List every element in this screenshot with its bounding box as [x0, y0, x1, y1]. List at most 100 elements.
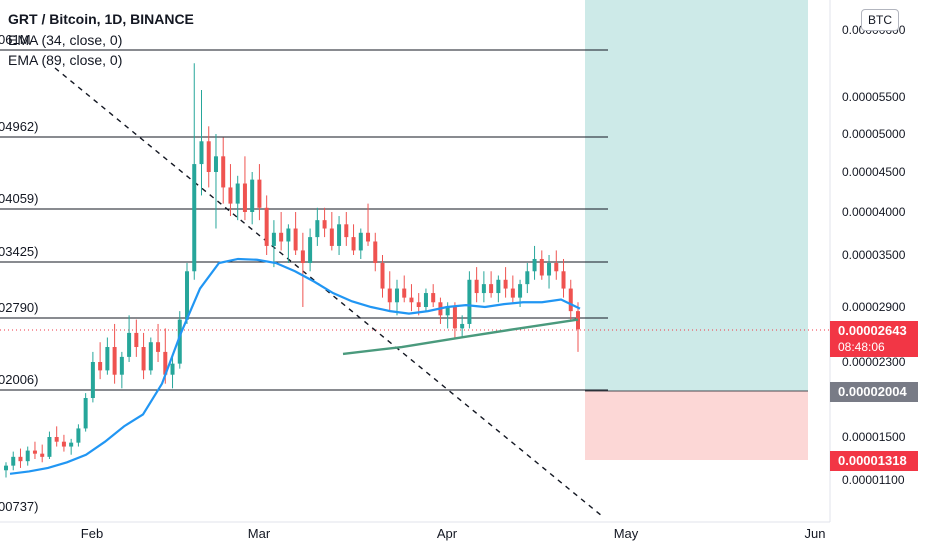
- candle-body: [525, 271, 530, 285]
- candle-body: [467, 279, 472, 324]
- candle-body: [271, 232, 276, 246]
- candle-body: [18, 456, 23, 462]
- level-label: 04962): [0, 119, 38, 134]
- trend-line: [54, 67, 603, 517]
- ema-89-line: [342, 318, 579, 356]
- candle-body: [554, 263, 559, 272]
- candle-body: [76, 428, 81, 443]
- time-tick-label: Apr: [437, 526, 458, 541]
- candle-body: [445, 307, 450, 316]
- candle-body: [221, 156, 226, 188]
- candle-body: [112, 347, 117, 375]
- candle-body: [481, 284, 486, 294]
- candle-body: [90, 362, 95, 398]
- candle-body: [539, 258, 544, 276]
- ema-34-legend[interactable]: EMA (34, close, 0): [8, 32, 123, 48]
- candle-body: [337, 224, 342, 246]
- candle-body: [4, 465, 8, 471]
- ema-89-legend[interactable]: EMA (89, close, 0): [8, 52, 123, 68]
- candle-body: [279, 232, 284, 242]
- candle-body: [452, 307, 457, 329]
- level-label: 00737): [0, 499, 38, 514]
- price-tick-label: 0.00001100: [842, 473, 905, 487]
- last-price-value: 0.00002643: [838, 323, 907, 338]
- candle-body: [308, 237, 313, 264]
- candle-body: [40, 453, 45, 457]
- candle-body: [105, 347, 110, 371]
- candle-body: [561, 271, 566, 289]
- level-label: 02790): [0, 300, 38, 315]
- candle-body: [351, 237, 356, 251]
- price-tick-label: 0.00001500: [842, 430, 906, 444]
- stop-level-tag: 0.00001318: [830, 451, 918, 471]
- candle-body: [568, 288, 573, 312]
- candle-body: [177, 319, 182, 364]
- price-tick-label: 0.00005000: [842, 127, 906, 141]
- candle-body: [315, 220, 320, 238]
- candle-body: [460, 323, 465, 329]
- candle-body: [547, 263, 552, 276]
- ema-34-line: [9, 257, 581, 475]
- candle-body: [61, 441, 66, 447]
- candle-body: [47, 437, 52, 457]
- candle-body: [141, 347, 146, 371]
- last-price-tag: 0.00002643 08:48:06: [830, 321, 918, 357]
- price-tick-label: 0.00004000: [842, 205, 906, 219]
- candle-body: [532, 258, 537, 272]
- price-tick-label: 0.00005500: [842, 90, 906, 104]
- level-label: 04059): [0, 191, 38, 206]
- currency-badge[interactable]: BTC: [861, 9, 899, 31]
- candle-body: [286, 228, 291, 242]
- candle-body: [54, 437, 59, 442]
- candle-body: [257, 179, 262, 208]
- candle-body: [11, 456, 16, 466]
- candle-body: [98, 362, 103, 371]
- candle-body: [119, 356, 124, 375]
- candle-body: [163, 351, 168, 375]
- candle-body: [242, 183, 247, 212]
- candle-body: [474, 279, 479, 294]
- symbol-title[interactable]: GRT / Bitcoin, 1D, BINANCE: [8, 11, 194, 27]
- candle-body: [300, 250, 305, 264]
- level-label: 061M: [0, 32, 31, 47]
- candle-body: [25, 450, 30, 462]
- candle-body: [387, 288, 392, 303]
- candle-body: [416, 302, 421, 307]
- candle-body: [358, 232, 363, 251]
- price-tick-label: 0.00003500: [842, 248, 906, 262]
- candle-body: [496, 279, 501, 294]
- candle-body: [380, 263, 385, 289]
- candle-body: [423, 293, 428, 307]
- candle-body: [192, 164, 197, 272]
- time-tick-label: Mar: [248, 526, 271, 541]
- time-tick-label: Feb: [81, 526, 103, 541]
- candle-body: [69, 442, 74, 447]
- candle-body: [213, 156, 218, 172]
- candle-body: [344, 224, 349, 238]
- candle-body: [409, 297, 414, 303]
- candle-body: [293, 228, 298, 251]
- candle-body: [402, 288, 407, 298]
- candle-body: [199, 141, 204, 165]
- price-tick-label: 0.00002900: [842, 300, 906, 314]
- level-label: 03425): [0, 244, 38, 259]
- loss-zone: [585, 391, 808, 460]
- candle-body: [394, 288, 399, 303]
- candle-body: [366, 232, 371, 242]
- candle-body: [83, 398, 88, 429]
- time-tick-label: Jun: [805, 526, 826, 541]
- candle-body: [170, 363, 175, 375]
- candle-body: [134, 332, 139, 348]
- candle-body: [322, 220, 327, 229]
- profit-zone: [585, 0, 808, 391]
- candle-body: [206, 141, 211, 172]
- candle-body: [503, 279, 508, 289]
- chart-legend: GRT / Bitcoin, 1D, BINANCE EMA (34, clos…: [8, 8, 194, 70]
- candle-body: [431, 293, 436, 303]
- position-level-tag: 0.00002004: [830, 382, 918, 402]
- candle-body: [235, 183, 240, 204]
- candle-body: [489, 284, 494, 294]
- candle-body: [373, 241, 378, 264]
